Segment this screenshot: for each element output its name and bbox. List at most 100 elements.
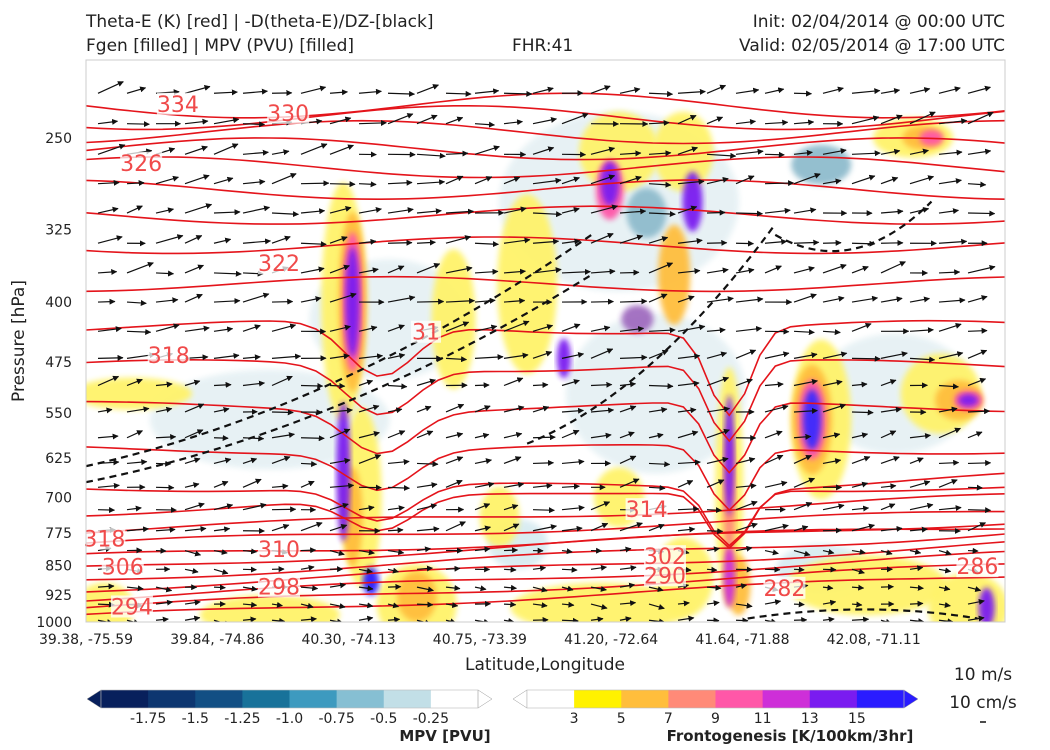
wind-vector [532, 381, 549, 388]
wind-vector [503, 320, 530, 332]
theta-e-contour [86, 119, 1005, 145]
dthetae-dz-contour [86, 233, 593, 468]
colorbar-swatch [621, 690, 669, 708]
wind-vector [387, 295, 416, 303]
wind-vector [648, 461, 671, 468]
theta-e-contour [86, 358, 1005, 443]
y-tick-label: 850 [45, 558, 72, 574]
colorbar-swatch [383, 690, 432, 708]
wind-vector [938, 351, 964, 359]
wind-vector [793, 501, 813, 511]
mpv-colorbar-label: MPV [PVU] [399, 727, 490, 745]
wind-vector [677, 480, 694, 488]
wind-vector [793, 454, 812, 464]
theta-e-contour [86, 510, 1005, 544]
wind-vector [503, 431, 523, 439]
wind-vector [880, 114, 903, 125]
wind-vector [648, 349, 669, 359]
wind-vector [329, 502, 349, 511]
wind-scale-label-2: 10 cm/s [949, 693, 1017, 713]
wind-vector [271, 172, 297, 185]
wind-vector [358, 238, 377, 245]
wind-vector [329, 457, 351, 465]
wind-vector [474, 458, 492, 465]
wind-vector [793, 239, 820, 246]
wind-vector [242, 478, 262, 488]
wind-vector [851, 240, 876, 247]
wind-vector [416, 461, 439, 468]
wind-vector [851, 174, 876, 185]
x-tick-label: 41.20, -72.64 [564, 632, 658, 648]
wind-vector [155, 406, 173, 413]
y-axis-label: Pressure [hPa] [9, 280, 29, 402]
wind-vector [97, 354, 124, 361]
wind-vector [184, 235, 203, 244]
wind-vector [271, 617, 286, 622]
y-tick-label: 775 [45, 526, 72, 542]
wind-vector [474, 503, 491, 511]
wind-vector [735, 602, 753, 609]
wind-vector [619, 208, 647, 215]
wind-vector [822, 503, 845, 511]
wind-vector [329, 144, 354, 155]
wind-vector [242, 435, 265, 442]
wind-vector [590, 268, 616, 275]
wind-vector [822, 295, 845, 303]
wind-vector [619, 150, 642, 157]
wind-vector [619, 234, 644, 244]
dthetae-dz-contour [526, 223, 777, 445]
wind-vector [967, 327, 988, 334]
wind-vector [184, 379, 201, 387]
wind-vector [706, 584, 722, 591]
wind-vector [880, 379, 897, 387]
contour-label-bg [257, 252, 300, 275]
wind-vector [648, 119, 670, 126]
wind-vector [532, 211, 563, 218]
wind-vector [880, 148, 901, 155]
wind-vector [648, 262, 674, 274]
wind-scale-key: 10 m/s 10 cm/s [949, 665, 1017, 723]
wind-vector [126, 406, 150, 413]
wind-vector [126, 329, 152, 336]
wind-vector [967, 459, 992, 466]
wind-vector [155, 586, 173, 593]
wind-vector [300, 547, 317, 554]
colorbar-swatch [242, 690, 290, 708]
wind-vector [909, 87, 931, 94]
wind-vector [793, 266, 815, 274]
wind-vector [938, 86, 961, 94]
wind-vector [213, 381, 232, 388]
wind-vector [358, 206, 382, 214]
wind-vector [851, 115, 880, 125]
wind-vector [213, 457, 232, 465]
colorbar-tick-label: 9 [711, 711, 720, 727]
wind-vector [416, 378, 436, 387]
wind-vector [126, 261, 154, 274]
wind-vector [532, 507, 555, 514]
wind-vector [561, 407, 585, 414]
wind-vector [532, 586, 548, 593]
wind-vector [706, 456, 729, 465]
wind-vector [590, 348, 614, 359]
wind-vector [793, 149, 813, 156]
theta-e-contour [86, 137, 1005, 161]
wind-vector [706, 479, 725, 488]
wind-vector [358, 585, 374, 592]
wind-vector [358, 568, 373, 574]
wind-vector [271, 523, 290, 532]
wind-vector [880, 503, 896, 511]
colorbar-outline [100, 689, 479, 709]
wind-vector [155, 460, 172, 467]
wind-vector [706, 116, 724, 125]
wind-vector [938, 149, 963, 156]
dthetae-dz-contour [774, 200, 933, 253]
wind-vector [648, 603, 665, 610]
wind-vector [967, 507, 992, 514]
wind-vector [126, 121, 150, 128]
wind-vector [97, 81, 124, 94]
theta-e-contour [86, 523, 1005, 567]
wind-vector [155, 234, 184, 244]
wind-vector [300, 85, 327, 94]
contour-label-bg [956, 555, 999, 578]
wind-vector [97, 179, 120, 186]
